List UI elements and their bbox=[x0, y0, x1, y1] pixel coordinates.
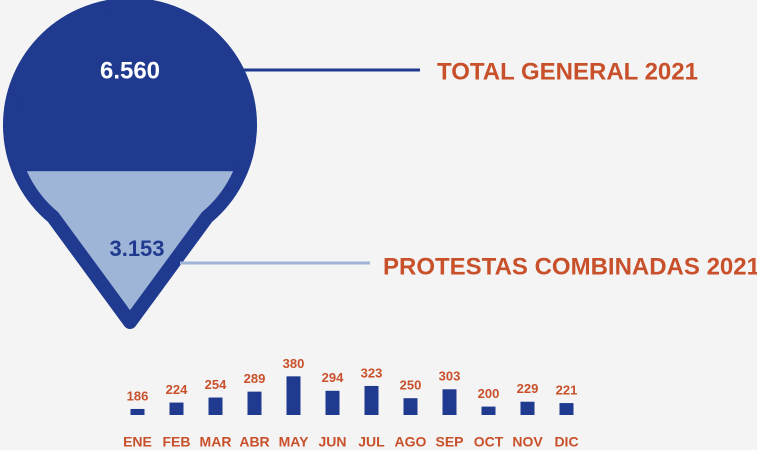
bar bbox=[325, 390, 340, 415]
value-label: 224 bbox=[166, 382, 188, 397]
x-tick-label: JUN bbox=[318, 434, 346, 450]
value-label: 303 bbox=[439, 369, 461, 384]
bar bbox=[520, 401, 535, 415]
x-tick-label: NOV bbox=[512, 434, 543, 450]
bar bbox=[169, 402, 184, 415]
value-label: 254 bbox=[205, 377, 227, 392]
total-label: TOTAL GENERAL 2021 bbox=[437, 58, 698, 85]
x-tick-label: JUL bbox=[358, 434, 385, 450]
x-tick-label: ENE bbox=[123, 434, 152, 450]
x-tick-label: FEB bbox=[163, 434, 191, 450]
value-label: 250 bbox=[400, 378, 422, 393]
bar bbox=[247, 391, 262, 415]
bar bbox=[481, 406, 496, 415]
value-label: 221 bbox=[556, 383, 578, 398]
bar bbox=[130, 408, 145, 415]
bar bbox=[559, 403, 574, 415]
x-tick-label: OCT bbox=[474, 434, 504, 450]
combined-value: 3.153 bbox=[109, 236, 164, 261]
value-label: 186 bbox=[127, 388, 149, 403]
bar bbox=[442, 389, 457, 415]
value-label: 323 bbox=[361, 365, 383, 380]
x-tick-label: SEP bbox=[435, 434, 463, 450]
combined-label: PROTESTAS COMBINADAS 2021 bbox=[383, 253, 757, 280]
bar bbox=[403, 398, 418, 415]
value-label: 380 bbox=[283, 356, 305, 371]
x-tick-label: AGO bbox=[395, 434, 427, 450]
x-tick-label: MAY bbox=[279, 434, 309, 450]
value-label: 289 bbox=[244, 371, 266, 386]
x-tick-label: MAR bbox=[200, 434, 232, 450]
value-label: 294 bbox=[322, 370, 344, 385]
x-tick-label: ABR bbox=[239, 434, 269, 450]
total-value: 6.560 bbox=[100, 57, 160, 84]
bar bbox=[286, 376, 301, 415]
value-label: 229 bbox=[517, 381, 539, 396]
drop-outline bbox=[3, 0, 257, 329]
x-tick-label: DIC bbox=[554, 434, 578, 450]
drop bbox=[10, 4, 251, 323]
value-label: 200 bbox=[478, 386, 500, 401]
bar bbox=[208, 397, 223, 415]
bar bbox=[364, 385, 379, 415]
